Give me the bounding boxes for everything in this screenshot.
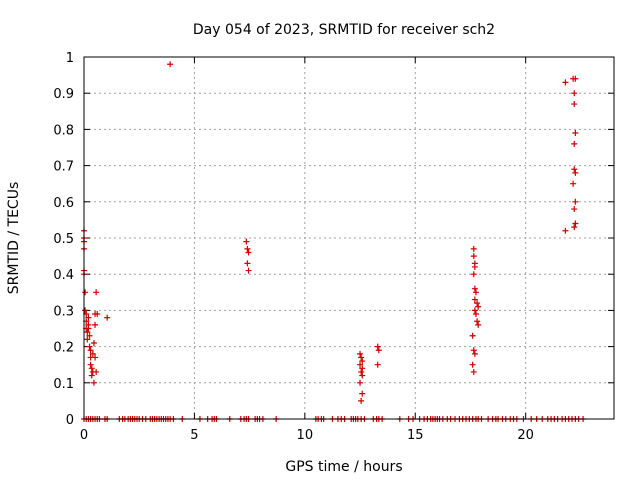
x-tick-label: 10 [297,428,314,443]
data-point [90,339,97,346]
data-point [472,289,479,296]
y-axis-tick-labels: 0 0.1 0.2 0.3 0.4 0.5 0.6 0.7 0.8 0.9 1 [53,51,74,428]
data-point [84,336,91,343]
data-point [92,321,99,328]
chart-title: Day 054 of 2023, SRMTID for receiver sch… [193,22,495,38]
data-point [82,307,89,314]
data-point [88,372,95,379]
data-point [358,354,365,361]
data-point [84,329,91,336]
data-point [86,343,93,350]
data-point [472,311,479,318]
data-point [572,198,579,205]
data-point [571,224,578,231]
data-point [82,289,89,296]
data-point [359,358,366,365]
data-point [167,61,174,68]
data-point [358,397,365,404]
data-point [359,372,366,379]
data-point [470,347,477,354]
y-tick-label: 0.1 [53,377,74,392]
data-point [572,169,579,176]
y-tick-label: 0.9 [53,87,74,102]
data-point [475,321,482,328]
data-point [90,379,97,386]
data-point [475,303,482,310]
data-point [562,227,569,234]
data-point [562,79,569,86]
data-point [469,361,476,368]
data-point [470,368,477,375]
data-point [571,140,578,147]
data-point [86,332,93,339]
data-point [375,347,382,354]
data-point [474,300,481,307]
data-point [85,325,92,332]
x-tick-label: 0 [80,428,88,443]
data-point [357,379,364,386]
data-point [474,318,481,325]
data-point [358,368,365,375]
data-point [571,101,578,108]
data-point [470,253,477,260]
plot-frame [83,56,615,420]
data-point [357,350,364,357]
data-point [87,361,94,368]
y-tick-label: 0.8 [53,123,74,138]
data-point [245,249,252,256]
data-point [471,285,478,292]
data-point [104,314,111,321]
data-point [571,90,578,97]
data-point [471,296,478,303]
y-tick-label: 0.4 [53,268,74,283]
data-point [374,343,381,350]
data-point [570,180,577,187]
data-point [88,365,95,372]
data-point [87,347,94,354]
data-point [571,206,578,213]
data-point [471,307,478,314]
data-point [470,245,477,252]
data-point [374,361,381,368]
data-point [94,311,101,318]
x-axis-label: GPS time / hours [285,459,402,475]
data-point [359,365,366,372]
data-point [359,390,366,397]
data-point [572,75,579,82]
x-tick-label: 20 [517,428,534,443]
y-tick-label: 0.3 [53,304,74,319]
x-tick-label: 5 [190,428,198,443]
data-point [470,271,477,278]
y-tick-label: 0.5 [53,232,74,247]
y-tick-label: 0.2 [53,341,74,356]
data-point [89,350,96,357]
x-tick-label: 15 [407,428,424,443]
data-point [571,166,578,173]
data-point [244,260,251,267]
data-point [471,350,478,357]
data-point [244,245,251,252]
data-point [92,354,99,361]
data-point [93,368,100,375]
data-point [469,332,476,339]
y-tick-label: 0.7 [53,160,74,175]
x-axis-tick-labels: 0 5 10 15 20 [80,428,534,443]
data-point [572,220,579,227]
data-point [357,361,364,368]
data-point [85,314,92,321]
data-points [81,61,587,422]
y-tick-label: 0.6 [53,196,74,211]
data-point [243,238,250,245]
data-point [572,130,579,137]
data-point [471,263,478,270]
y-axis-label: SRMTID / TECUs [6,182,22,295]
grid [84,57,614,419]
y-tick-label: 1 [66,51,74,66]
data-point [245,267,252,274]
data-point [93,289,100,296]
y-tick-label: 0 [66,413,74,428]
